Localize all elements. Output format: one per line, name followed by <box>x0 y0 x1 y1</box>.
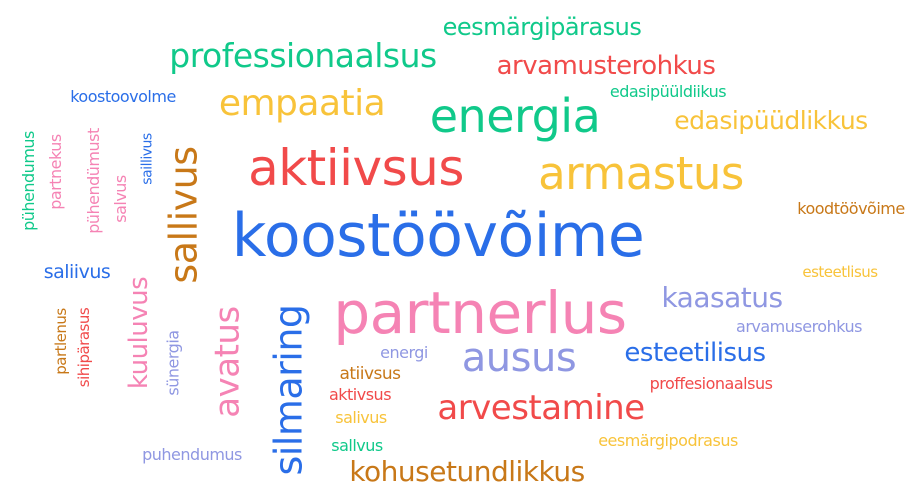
word-armastus: armastus <box>538 146 744 200</box>
word-edasipuudlikkus: edasipüüdlikkus <box>674 105 868 135</box>
word-energi: energi <box>380 343 428 362</box>
word-aktivsus: aktivsus <box>328 385 392 404</box>
word-koodtoovoime: koodtöövõime <box>797 199 905 218</box>
word-sihiparasus: sihipärasus <box>75 307 94 387</box>
word-empaatia: empaatia <box>218 83 386 124</box>
word-partnekus: partnekus <box>45 134 65 210</box>
word-arvamusterohkus: arvamusterohkus <box>496 51 716 81</box>
word-ausus: ausus <box>461 335 577 381</box>
word-kuuluvus: kuuluvus <box>123 276 154 390</box>
word-arvestamine: arvestamine <box>437 388 645 428</box>
word-koostoovolme: koostoovolme <box>70 87 176 106</box>
word-esteetilisus: esteetilisus <box>624 338 766 368</box>
word-salivus: salivus <box>335 408 387 427</box>
word-arvamuserohkus: arvamuserohkus <box>736 317 862 336</box>
word-proffesionaalsus: proffesionaalsus <box>649 374 773 393</box>
word-saillivus: saillivus <box>139 133 156 185</box>
word-professionaalsus: professionaalsus <box>169 35 437 75</box>
word-sunergia: sünergia <box>163 330 183 396</box>
word-puhendumus-vertical: pühendumus <box>19 131 38 231</box>
word-silmaring: silmaring <box>266 304 311 476</box>
word-saliivus: saliivus <box>43 260 111 283</box>
word-energia: energia <box>429 89 601 143</box>
word-salvus: salvus <box>111 175 130 223</box>
word-sallvus: sallvus <box>331 436 383 455</box>
word-atiivsus: atiivsus <box>339 363 401 384</box>
word-partlenus: partlenus <box>51 307 70 375</box>
word-edasipuuldiikus: edasipüüldiikus <box>609 82 727 101</box>
word-koostoovoime: koostöövõime <box>231 201 645 271</box>
word-partnerlus: partnerlus <box>333 279 627 347</box>
word-eesmargipodrasus: eesmärgipodrasus <box>598 431 738 450</box>
word-avatus: avatus <box>207 306 248 418</box>
word-eesmargiparasus: eesmärgipärasus <box>442 13 642 41</box>
word-puhendumus: puhendumus <box>142 445 242 464</box>
word-puhendumust: pühendümust <box>84 128 103 234</box>
word-kohusetundlikkus: kohusetundlikkus <box>349 455 585 488</box>
word-sallivus: sallivus <box>161 146 206 284</box>
word-kaasatus: kaasatus <box>661 281 783 314</box>
word-esteetlisus: esteetlisus <box>802 262 878 281</box>
word-aktiivsus: aktiivsus <box>248 139 464 197</box>
